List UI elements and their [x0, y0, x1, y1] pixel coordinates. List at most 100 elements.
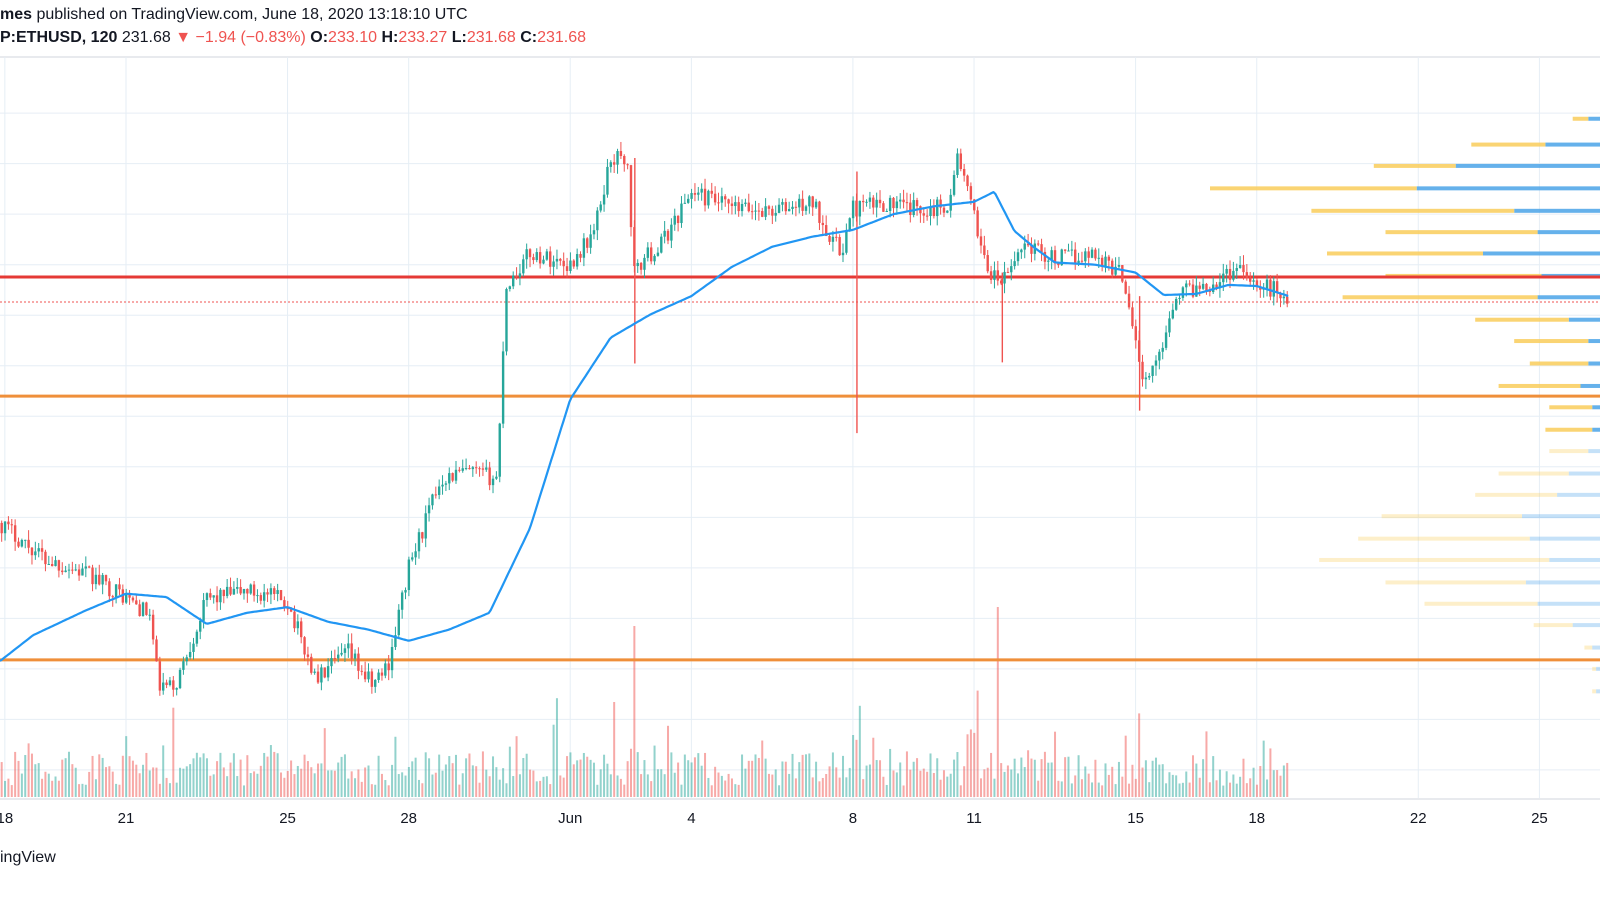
volume-bar: [818, 781, 820, 797]
candle-body: [169, 680, 171, 685]
candle-body: [1024, 244, 1026, 250]
volume-bar: [660, 769, 662, 797]
volume-bar: [361, 782, 363, 797]
volume-bar: [472, 765, 474, 797]
volume-bar: [505, 783, 507, 797]
volume-bar: [38, 763, 40, 797]
candle-body: [966, 176, 968, 187]
volume-bar: [623, 785, 625, 797]
candle-body: [78, 569, 80, 575]
last-price: 231.68: [122, 29, 171, 46]
volume-bar: [341, 757, 343, 797]
candle-body: [734, 202, 736, 206]
candle-body: [1266, 280, 1268, 289]
candle-body: [987, 255, 989, 271]
symbol-label[interactable]: P:ETHUSD, 120: [0, 29, 117, 46]
candle-body: [805, 206, 807, 210]
volume-bar: [647, 774, 649, 797]
volume-bar: [1179, 783, 1181, 797]
volume-bar: [980, 778, 982, 797]
candle-body: [488, 467, 490, 485]
candle-body: [1229, 269, 1231, 280]
volume-bar: [7, 779, 9, 797]
volume-bar: [775, 769, 777, 797]
candle-body: [711, 191, 713, 194]
candle-body: [499, 424, 501, 477]
candle-body: [384, 663, 386, 675]
candle-body: [1128, 294, 1130, 308]
candle-body: [579, 254, 581, 258]
volume-bar: [1158, 765, 1160, 797]
candle-body: [300, 621, 302, 637]
candle-body: [91, 568, 93, 585]
candle-body: [1121, 265, 1123, 282]
volume-bar: [721, 776, 723, 797]
candle-body: [418, 532, 420, 551]
candle-body: [1202, 284, 1204, 289]
volume-bar: [479, 783, 481, 797]
volume-bar: [755, 754, 757, 797]
volume-bar: [677, 763, 679, 797]
x-tick-label: 25: [279, 810, 296, 827]
volume-bar: [1121, 777, 1123, 797]
volume-bar: [549, 784, 551, 797]
volume-bar: [919, 771, 921, 797]
volume-bar: [1064, 757, 1066, 797]
volume-bar: [728, 774, 730, 797]
vp-bar-down: [1592, 405, 1600, 409]
volume-bar: [448, 756, 450, 797]
volume-bar: [337, 763, 339, 797]
volume-bar: [455, 755, 457, 797]
tradingview-brand[interactable]: ingView: [0, 849, 56, 867]
candle-body: [704, 189, 706, 206]
volume-bar: [401, 772, 403, 797]
volume-bar: [458, 785, 460, 797]
volume-bar: [118, 785, 120, 797]
candle-body: [206, 593, 208, 600]
candle-body: [993, 270, 995, 280]
volume-bar: [563, 778, 565, 797]
candle-body: [872, 198, 874, 208]
candle-body: [626, 164, 628, 165]
volume-bar: [1037, 781, 1039, 797]
volume-bar: [283, 778, 285, 797]
vp-bar-down: [1514, 209, 1600, 213]
vp-bar-down: [1573, 623, 1600, 627]
vp-bar-down: [1569, 318, 1600, 322]
candle-body: [209, 593, 211, 597]
candle-body: [189, 652, 191, 657]
volume-bar: [327, 770, 329, 797]
volume-bar: [51, 781, 53, 797]
volume-bar: [1222, 786, 1224, 797]
volume-bar: [489, 776, 491, 797]
publish-author[interactable]: mes: [0, 6, 32, 23]
volume-bar: [310, 767, 312, 797]
volume-bar: [768, 774, 770, 797]
candle-body: [411, 557, 413, 559]
volume-bar: [1152, 761, 1154, 797]
candle-body: [246, 589, 248, 594]
candle-body: [694, 193, 696, 195]
candle-body: [539, 252, 541, 263]
candle-body: [828, 236, 830, 242]
candle-body: [4, 522, 6, 534]
candle-body: [586, 238, 588, 248]
volume-bar: [946, 777, 948, 797]
candle-body: [320, 667, 322, 682]
vp-bar-down: [1417, 186, 1600, 190]
volume-bar: [240, 760, 242, 797]
x-tick-label: 11: [966, 810, 982, 827]
volume-bar: [1078, 755, 1080, 797]
candle-body: [653, 256, 655, 261]
volume-bar: [748, 761, 750, 797]
candle-body: [647, 247, 649, 257]
publish-text: published on TradingView.com, June 18, 2…: [32, 6, 468, 23]
candle-body: [1165, 332, 1167, 347]
candle-body: [68, 570, 70, 571]
volume-bar: [442, 771, 444, 797]
candle-body: [1081, 261, 1083, 262]
volume-bar: [956, 752, 958, 797]
candle-body: [983, 246, 985, 256]
